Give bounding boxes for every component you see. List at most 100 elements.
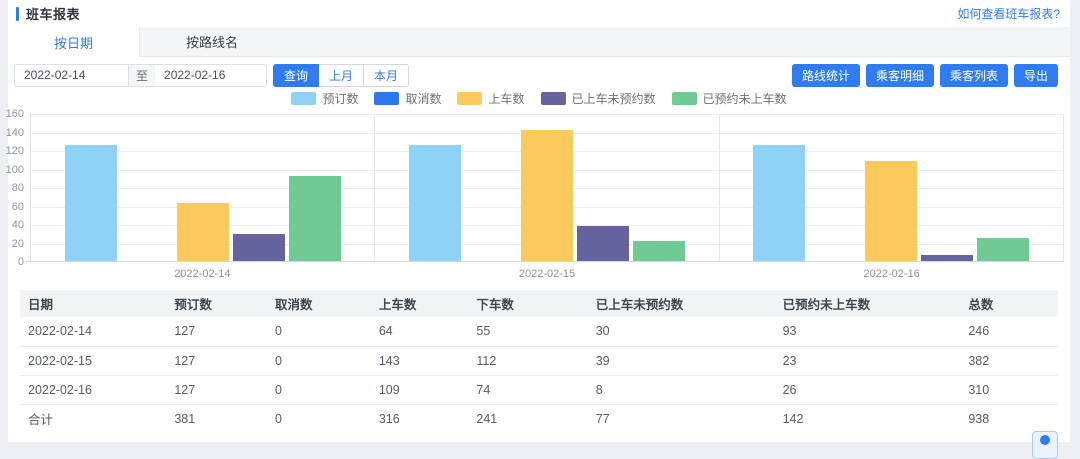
table-header-cell-6: 已预约未上车数 [774,290,961,317]
action-button-3[interactable]: 导出 [1013,63,1058,87]
title-accent-bar [16,6,19,21]
bar-上车数-2022-02-15[interactable] [520,129,573,262]
x-axis-label-2022-02-15: 2022-02-15 [518,268,576,280]
action-button-0[interactable]: 路线统计 [791,63,860,87]
action-button-2[interactable]: 乘客列表 [939,63,1008,87]
table-cell-下车数: 241 [468,404,588,433]
y-tick-label-120: 120 [5,145,24,157]
table-row-2022-02-14: 2022-02-14 127 0 64 55 30 93 246 [20,317,1058,347]
bar-已预约未上车数-2022-02-16[interactable] [977,237,1030,262]
y-tick-label-80: 80 [11,182,24,194]
legend-label: 上车数 [488,92,525,106]
y-tick-label-60: 60 [11,200,24,213]
floating-action-icon [1040,435,1050,445]
end-date-input[interactable] [155,63,268,87]
tab-by-route[interactable]: 按路线名 [186,35,239,50]
legend-swatch-icon [457,92,483,105]
current-month-button[interactable]: 本月 [364,63,410,87]
table-header-cell-0: 日期 [20,290,167,317]
legend-swatch-icon [540,92,566,105]
legend-item-0[interactable]: 预订数 [291,90,358,107]
query-button[interactable]: 查询 [273,63,320,87]
table-header-cell-5: 已上车未预约数 [587,290,775,317]
x-axis-label-2022-02-16: 2022-02-16 [863,268,920,280]
table-cell-下车数: 112 [468,346,588,376]
start-date-input[interactable] [14,63,129,87]
table-header-cell-4: 下车数 [468,290,588,317]
table-cell-已上车未预约数: 8 [587,375,775,405]
y-tick-label-100: 100 [5,163,24,176]
table-cell-date: 2022-02-15 [20,346,167,376]
table-cell-已上车未预约数: 77 [587,404,775,433]
floating-action-button[interactable] [1032,431,1058,459]
y-tick-label-0: 0 [17,256,24,268]
table-cell-上车数: 316 [370,404,469,433]
bar-group-2022-02-16 [720,114,1064,262]
bar-已上车未预约数-2022-02-14[interactable] [232,234,285,262]
y-tick-label-140: 140 [5,126,24,139]
action-button-1[interactable]: 乘客明细 [865,63,934,87]
table-cell-已上车未预约数: 39 [587,346,775,376]
bar-已预约未上车数-2022-02-15[interactable] [632,240,685,262]
bar-已预约未上车数-2022-02-14[interactable] [288,175,341,262]
legend-label: 预订数 [322,92,359,106]
table-cell-下车数: 55 [468,317,588,347]
table-cell-取消数: 0 [267,346,371,376]
bar-已上车未预约数-2022-02-16[interactable] [921,254,974,262]
table-row-合计: 合计 381 0 316 241 77 142 938 [20,404,1058,433]
table-cell-总数: 246 [960,317,1058,347]
bar-预订数-2022-02-16[interactable] [753,144,806,262]
table-cell-date: 2022-02-14 [20,317,167,347]
table-cell-已预约未上车数: 26 [774,375,961,405]
table-row-2022-02-16: 2022-02-16 127 0 109 74 8 26 310 [20,375,1058,405]
table-cell-取消数: 0 [267,404,371,433]
x-axis-labels: 2022-02-14 2022-02-15 2022-02-16 [30,268,1064,280]
x-axis-label-2022-02-14: 2022-02-14 [174,268,231,280]
bar-group-2022-02-15 [375,114,720,262]
legend-item-4[interactable]: 已预约未上车数 [671,90,787,107]
bar-已上车未预约数-2022-02-15[interactable] [576,225,629,262]
bar-chart: 0 20 40 60 80 100 120 140 160 2022-02-14 2022-02-… [5,108,1070,280]
report-card: 班车报表 如何查看班车报表? 按日期 按路线名 至 查询 上月 本月 路线统计乘… [5,0,1070,459]
table-cell-预订数: 381 [166,404,268,433]
table-cell-已预约未上车数: 142 [774,404,961,433]
bar-预订数-2022-02-15[interactable] [408,144,461,262]
y-tick-label-20: 20 [11,237,24,250]
action-buttons: 路线统计 乘客明细 乘客列表 导出 [791,63,1058,87]
bar-上车数-2022-02-14[interactable] [176,202,229,262]
date-quick-buttons: 查询 上月 本月 [273,63,410,87]
table-cell-预订数: 127 [166,317,268,347]
bar-预订数-2022-02-14[interactable] [64,144,117,262]
legend-item-3[interactable]: 已上车未预约数 [540,90,656,107]
table-cell-总数: 382 [960,346,1058,376]
legend-swatch-icon [374,92,400,105]
legend-item-1[interactable]: 取消数 [374,90,441,107]
page-title: 班车报表 [26,7,81,22]
title-wrap: 班车报表 [16,4,80,23]
table-cell-预订数: 127 [166,346,268,376]
table-header-cell-1: 预订数 [166,290,268,317]
table-cell-date: 合计 [20,404,167,433]
chart-bar-groups [31,114,1064,262]
prev-month-button[interactable]: 上月 [319,63,365,87]
date-range-picker: 至 查询 上月 本月 [14,63,410,87]
y-tick-label-160: 160 [5,108,24,120]
date-range-separator: 至 [129,63,156,87]
table-header-cell-7: 总数 [960,290,1058,317]
table-cell-date: 2022-02-16 [20,375,167,405]
legend-swatch-icon [291,92,317,105]
legend-label: 已预约未上车数 [702,92,787,106]
table-cell-已上车未预约数: 30 [587,317,775,347]
tab-by-date[interactable]: 按日期 [8,27,141,57]
table-cell-已预约未上车数: 23 [774,346,961,376]
chart-legend: 预订数 取消数 上车数 已上车未预约数 已预约未上车数 [8,91,1070,106]
bar-上车数-2022-02-16[interactable] [865,161,918,262]
table-cell-取消数: 0 [267,317,371,347]
help-link[interactable]: 如何查看班车报表? [957,7,1060,21]
tabbar: 按日期 按路线名 [8,27,1070,57]
table-cell-已预约未上车数: 93 [774,317,961,347]
table-cell-下车数: 74 [468,375,588,405]
legend-item-2[interactable]: 上车数 [457,90,525,107]
legend-label: 取消数 [405,92,442,106]
